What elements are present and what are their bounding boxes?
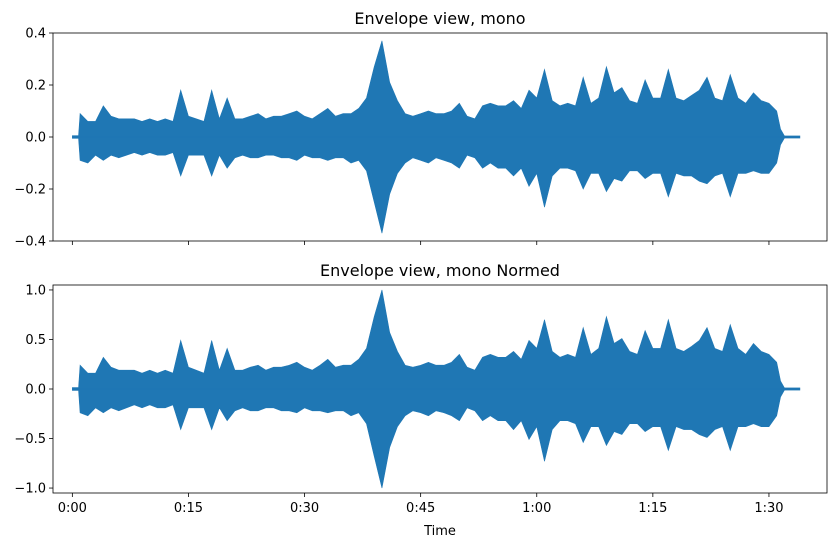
bottom-x-tick-label: 0:30 bbox=[290, 501, 319, 516]
top-subplot: Envelope view, mono 0.4 0.2 0.0 −0.2 −0.4 bbox=[14, 9, 828, 250]
bottom-y-axis: 1.0 0.5 0.0 −0.5 −1.0 bbox=[14, 283, 53, 497]
top-y-tick-label: 0.4 bbox=[25, 27, 46, 42]
bottom-y-tick-label: 0.5 bbox=[25, 333, 46, 348]
bottom-y-tick-label: 1.0 bbox=[25, 283, 46, 298]
top-axes-frame bbox=[52, 32, 828, 242]
top-y-axis: 0.4 0.2 0.0 −0.2 −0.4 bbox=[14, 27, 53, 250]
bottom-x-tick-label: 1:15 bbox=[638, 501, 667, 516]
bottom-subplot-title: Envelope view, mono Normed bbox=[320, 261, 560, 280]
top-y-tick-label: −0.4 bbox=[14, 235, 46, 250]
bottom-axes-frame bbox=[52, 284, 828, 494]
top-x-axis bbox=[71, 241, 770, 245]
top-y-tick-label: 0.2 bbox=[25, 79, 46, 94]
bottom-x-tick-label: 1:30 bbox=[754, 501, 783, 516]
bottom-y-tick-label: 0.0 bbox=[25, 383, 46, 398]
bottom-x-tick-label: 0:45 bbox=[406, 501, 435, 516]
bottom-x-tick-label: 1:00 bbox=[522, 501, 551, 516]
bottom-y-tick-label: −1.0 bbox=[14, 482, 46, 497]
bottom-x-axis: 0:00 0:15 0:30 0:45 1:00 1:15 1:30 bbox=[58, 493, 784, 516]
bottom-x-tick-label: 0:15 bbox=[174, 501, 203, 516]
top-subplot-title: Envelope view, mono bbox=[354, 9, 525, 28]
top-y-tick-label: −0.2 bbox=[14, 183, 46, 198]
bottom-subplot: Envelope view, mono Normed 1.0 0.5 0.0 −0.5… bbox=[14, 261, 828, 539]
top-y-tick-label: 0.0 bbox=[25, 131, 46, 146]
x-axis-label: Time bbox=[423, 524, 456, 539]
bottom-x-tick-label: 0:00 bbox=[58, 501, 87, 516]
bottom-y-tick-label: −0.5 bbox=[14, 432, 46, 447]
